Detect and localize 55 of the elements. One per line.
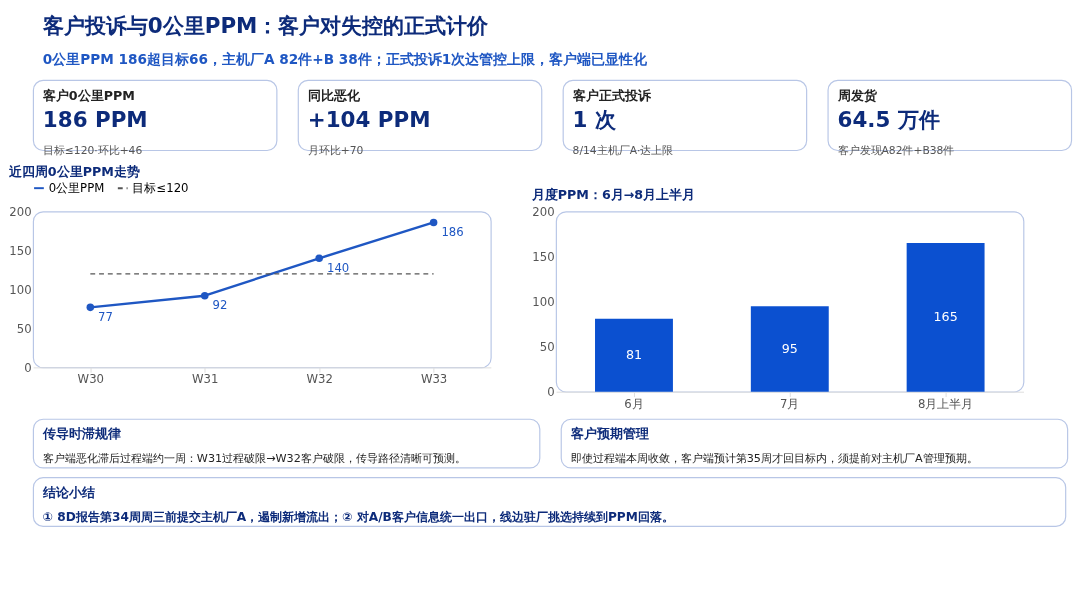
- x-tick-label: W31: [192, 372, 219, 387]
- bar: [595, 318, 673, 392]
- x-tick-label: 6月: [624, 396, 644, 411]
- data-label: 92: [212, 298, 228, 313]
- x-tick-label: W32: [306, 372, 333, 387]
- bar: [750, 306, 829, 392]
- x-tick-label: 8月上半月: [917, 396, 974, 411]
- y-tick-label: 150: [532, 249, 555, 264]
- text: 客户预期管理: [569, 426, 649, 442]
- text: 客户正式投诉: [571, 87, 652, 103]
- y-tick-label: 50: [539, 340, 555, 355]
- chart-title: 月度PPM：6月→8月上半月: [530, 186, 696, 202]
- y-tick-label: 0: [547, 385, 555, 400]
- legend-label: 0公里PPM: [48, 181, 105, 196]
- x-tick-label: W30: [77, 372, 105, 387]
- text: 客户发现A82件+B38件: [837, 144, 955, 158]
- text: 8/14主机厂A·达上限: [572, 144, 674, 158]
- y-tick-label: 0: [24, 360, 32, 375]
- text: 客户0公里PPM: [41, 87, 135, 103]
- text: 客户端恶化滞后过程端约一周：W31过程破限→W32客户破限，传导路径清晰可预测。: [42, 451, 466, 465]
- y-tick-label: 200: [532, 204, 555, 219]
- text: 同比恶化: [307, 87, 361, 103]
- text: 结论小结: [41, 484, 95, 500]
- data-label: 81: [625, 347, 643, 363]
- point: [200, 291, 209, 300]
- text: 月环比+70: [307, 144, 364, 158]
- text: 即使过程端本周收敛，客户端预计第35周才回目标内，须提前对主机厂A管理预期。: [570, 451, 978, 465]
- x-tick-label: W33: [420, 372, 448, 387]
- text: 目标≤120·环比+46: [42, 144, 143, 158]
- legend-label: 目标≤120: [132, 181, 189, 196]
- y-tick-label: 200: [9, 204, 32, 219]
- text: 传导时滞规律: [41, 426, 121, 442]
- data-label: 165: [933, 309, 958, 325]
- text: 64.5 万件: [837, 106, 940, 132]
- point: [429, 218, 438, 227]
- text: 周发货: [836, 87, 878, 103]
- text: 0公里PPM 186超目标66，主机厂A 82件+B 38件；正式投诉1次达管控上限，客户端已显性化: [42, 50, 649, 67]
- y-tick-label: 100: [532, 295, 555, 310]
- x-tick-label: 7月: [780, 396, 800, 411]
- data-label: 186: [441, 225, 464, 240]
- text: 1 次: [572, 106, 617, 132]
- chart-title: 近四周0公里PPM走势: [7, 163, 140, 179]
- data-label: 77: [98, 310, 113, 324]
- data-label: 95: [781, 340, 798, 356]
- text: +104 PPM: [307, 106, 431, 132]
- y-tick-label: 50: [16, 321, 32, 336]
- data-label: 140: [326, 260, 350, 275]
- point: [315, 254, 323, 263]
- text: 186 PPM: [42, 106, 148, 132]
- y-tick-label: 100: [9, 282, 32, 297]
- point: [86, 303, 95, 312]
- text: 客户投诉与0公里PPM：客户对失控的正式计价: [41, 13, 490, 39]
- text: ① 8D报告第34周周三前提交主机厂A，遏制新增流出；② 对A/B客户信息统一出口，线边驻厂挑选持续到PPM回落。: [42, 510, 674, 525]
- y-tick-label: 150: [9, 243, 32, 258]
- bar: [906, 243, 985, 392]
